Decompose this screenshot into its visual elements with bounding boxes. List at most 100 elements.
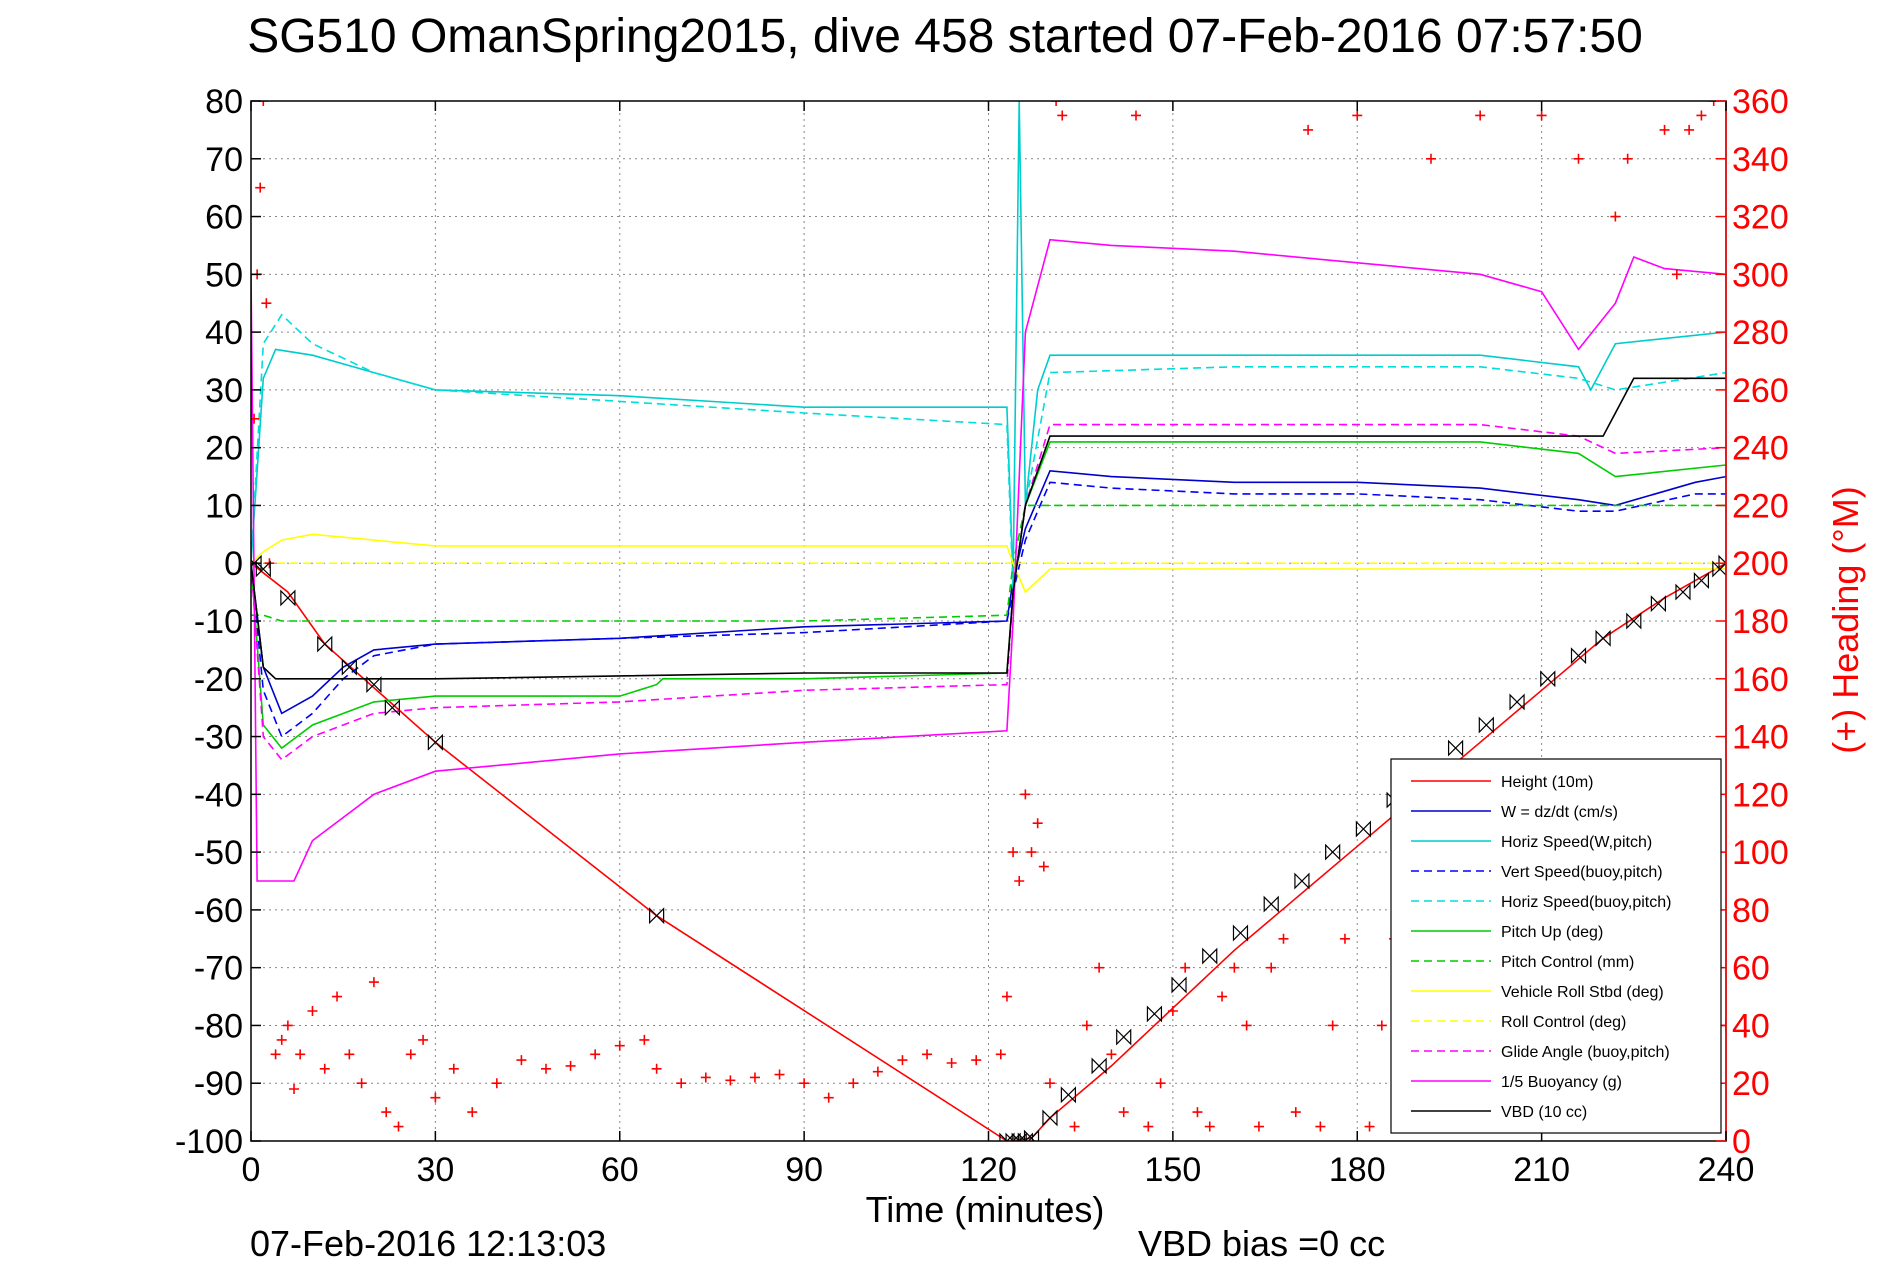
heading-point xyxy=(251,413,260,424)
y2-tick-label: 240 xyxy=(1732,430,1789,468)
series-line-5 xyxy=(251,441,1726,750)
y2-axis-ticks: 3603403203002802602402202001801601401201… xyxy=(1716,83,1789,1161)
heading-point xyxy=(1573,153,1584,164)
y2-tick-label: 100 xyxy=(1732,834,1789,872)
y2-tick-label: 140 xyxy=(1732,719,1789,757)
y-tick-label: 20 xyxy=(205,430,243,468)
heading-point xyxy=(1081,1020,1092,1031)
heading-point xyxy=(651,1063,662,1074)
height-marker xyxy=(1091,1057,1107,1075)
y-tick-label: 60 xyxy=(205,199,243,237)
heading-point xyxy=(897,1055,908,1066)
legend-label: Vert Speed(buoy,pitch) xyxy=(1501,864,1663,881)
series-line-2 xyxy=(251,101,1726,581)
y-axis-ticks: 80 70 60 50 40 30 20 10 0 -10 -20 -30 -40 -50 -60 -70 -8… xyxy=(175,83,261,1161)
heading-point xyxy=(1026,847,1037,858)
y-tick-label: -90 xyxy=(194,1065,243,1103)
heading-point xyxy=(430,1092,441,1103)
legend-label: Horiz Speed(buoy,pitch) xyxy=(1501,894,1671,911)
heading-point xyxy=(344,1049,355,1060)
legend-label: Height (10m) xyxy=(1501,774,1593,791)
heading-point xyxy=(393,1121,404,1132)
height-marker xyxy=(366,676,382,694)
y-tick-label: -50 xyxy=(194,834,243,872)
heading-point xyxy=(405,1049,416,1060)
series-line-3 xyxy=(251,481,1726,738)
series-line-11 xyxy=(251,377,1726,680)
heading-point xyxy=(261,298,272,309)
height-marker xyxy=(1540,670,1556,688)
height-marker xyxy=(1595,629,1611,647)
series-line-10 xyxy=(251,238,1726,882)
y2-tick-label: 220 xyxy=(1732,487,1789,525)
heading-point xyxy=(1426,153,1436,164)
y2-tick-label: 40 xyxy=(1732,1007,1770,1045)
height-marker xyxy=(1626,612,1642,630)
height-marker xyxy=(1146,1005,1163,1023)
y-tick-label: 30 xyxy=(205,372,243,410)
x-tick-label: 210 xyxy=(1513,1151,1570,1189)
y-tick-label: 70 xyxy=(205,141,243,179)
heading-point xyxy=(368,977,379,988)
x-tick-label: 240 xyxy=(1698,1151,1755,1189)
y2-tick-label: 340 xyxy=(1732,141,1789,179)
series-layer xyxy=(251,101,1726,1141)
legend-label: VBD (10 cc) xyxy=(1501,1104,1587,1121)
height-marker xyxy=(1718,554,1726,572)
height-marker xyxy=(1570,647,1587,665)
heading-point xyxy=(295,1049,306,1060)
height-marker xyxy=(1712,560,1726,578)
y2-tick-label: 320 xyxy=(1732,199,1789,237)
y-tick-label: -40 xyxy=(194,776,243,814)
heading-point xyxy=(1131,110,1141,121)
legend-label: Horiz Speed(W,pitch) xyxy=(1501,834,1652,851)
heading-point xyxy=(1069,1121,1080,1132)
heading-point xyxy=(319,1063,330,1074)
heading-point xyxy=(1266,962,1277,973)
heading-point xyxy=(1315,1121,1326,1132)
y-tick-label: -30 xyxy=(194,719,243,757)
height-marker xyxy=(1650,595,1666,613)
heading-point xyxy=(1038,861,1049,872)
heading-point xyxy=(516,1055,527,1066)
heading-point xyxy=(1106,1049,1117,1060)
heading-point xyxy=(700,1072,711,1083)
y2-tick-label: 0 xyxy=(1732,1123,1751,1161)
height-marker xyxy=(1232,924,1249,942)
height-marker xyxy=(1060,1086,1076,1104)
heading-point xyxy=(971,1055,982,1066)
heading-point xyxy=(1020,789,1031,800)
heading-point xyxy=(639,1034,650,1045)
heading-point xyxy=(823,1092,834,1103)
height-marker xyxy=(1693,572,1710,590)
heading-point xyxy=(614,1040,625,1051)
heading-point xyxy=(258,101,269,106)
y2-tick-label: 160 xyxy=(1732,661,1789,699)
y2-axis-label: (+) Heading (°M) xyxy=(1825,486,1866,753)
legend-label: Vehicle Roll Stbd (deg) xyxy=(1501,984,1664,1001)
heading-point xyxy=(749,1072,760,1083)
heading-point xyxy=(418,1034,429,1045)
legend-label: W = dz/dt (cm/s) xyxy=(1501,804,1618,821)
series-line-4 xyxy=(251,313,1726,593)
y2-tick-label: 80 xyxy=(1732,892,1770,930)
height-marker xyxy=(649,907,665,925)
y-tick-label: -20 xyxy=(194,661,243,699)
heading-point xyxy=(1610,211,1621,222)
y2-tick-label: 60 xyxy=(1732,950,1770,988)
y2-tick-label: 200 xyxy=(1732,545,1789,583)
height-marker xyxy=(1509,693,1525,711)
y-tick-label: 10 xyxy=(205,487,243,525)
heading-point xyxy=(1278,933,1289,944)
legend: Height (10m) W = dz/dt (cm/s) Horiz Speed(… xyxy=(1390,758,1722,1134)
x-tick-label: 150 xyxy=(1145,1151,1202,1189)
heading-point xyxy=(1032,818,1043,829)
heading-point xyxy=(1536,110,1547,121)
heading-point xyxy=(1684,124,1695,135)
heading-point xyxy=(995,1049,1006,1060)
footer-timestamp: 07-Feb-2016 12:13:03 xyxy=(250,1223,606,1262)
heading-point xyxy=(1696,110,1707,121)
y-tick-label: -70 xyxy=(194,950,243,988)
heading-point xyxy=(1364,1121,1375,1132)
